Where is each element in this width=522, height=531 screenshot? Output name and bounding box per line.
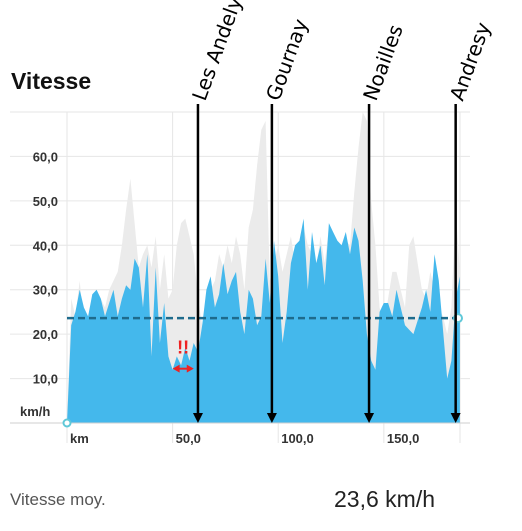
speed-area	[67, 218, 460, 423]
y-tick-label: 40,0	[33, 238, 58, 253]
annotation-arrowhead-left	[172, 364, 180, 373]
y-axis-ticks: 10,0 20,0 30,0 40,0 50,0 60,0	[33, 149, 58, 386]
chart-origin-dot	[62, 418, 72, 428]
location-marker-label: Noailles	[358, 21, 408, 103]
location-marker-arrowhead	[192, 413, 203, 423]
y-tick-label: 50,0	[33, 194, 58, 209]
y-tick-label: 30,0	[33, 283, 58, 298]
y-tick-label: 10,0	[33, 372, 58, 387]
chart-title: Vitesse	[11, 68, 91, 94]
location-marker-label: Gournay	[261, 15, 313, 103]
location-marker-arrowhead	[266, 413, 277, 423]
x-tick-label: 50,0	[176, 431, 201, 446]
x-tick-label: 100,0	[281, 431, 314, 446]
y-tick-label: 20,0	[33, 327, 58, 342]
x-axis-ticks: 50,0 100,0 150,0	[176, 431, 420, 446]
annotation-arrowhead-right	[186, 364, 194, 373]
average-speed-label: Vitesse moy.	[10, 490, 106, 509]
average-speed-value: 23,6 km/h	[334, 486, 435, 512]
x-tick-label: 150,0	[387, 431, 420, 446]
slow-section-annotation: !!	[172, 338, 194, 373]
y-tick-label: 60,0	[33, 149, 58, 164]
location-marker-arrowhead	[364, 413, 375, 423]
location-marker-arrowhead	[450, 413, 461, 423]
y-axis-unit-label: km/h	[20, 404, 50, 419]
x-axis-unit-label: km	[70, 431, 89, 446]
location-marker-label: Les Andelys	[187, 0, 250, 104]
annotation-warning-text: !!	[177, 338, 189, 358]
location-marker-label: Andresy	[445, 19, 495, 104]
